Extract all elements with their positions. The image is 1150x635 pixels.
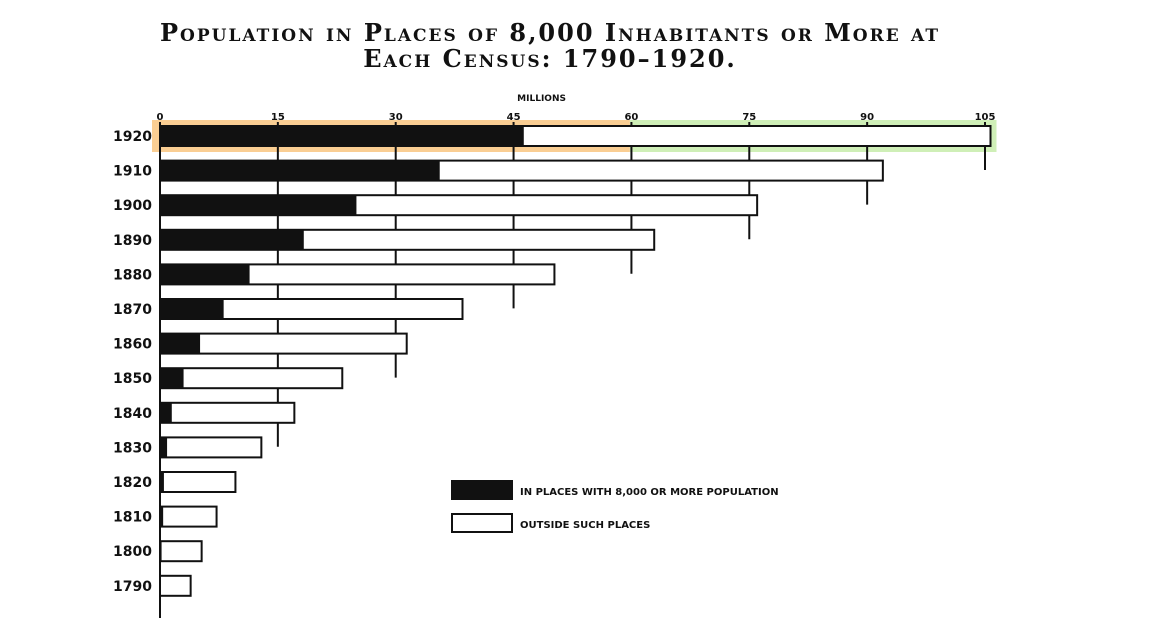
y-category-label-1860: 1860 [113, 337, 152, 353]
x-tick-label-60: 60 [624, 112, 638, 123]
bar-outside-1810 [159, 505, 218, 528]
bar-urban-1900 [160, 195, 357, 216]
chart-title-line-1: Population in Places of 8,000 Inhabitant… [160, 18, 940, 47]
bar-urban-1810 [160, 506, 164, 527]
y-category-label-1890: 1890 [113, 233, 152, 249]
legend-label-urban: IN PLACES WITH 8,000 OR MORE POPULATION [520, 487, 779, 498]
x-tick-label-45: 45 [507, 112, 521, 123]
x-tick-label-75: 75 [742, 112, 756, 123]
bar-urban-1830 [160, 437, 168, 458]
legend-label-outside: OUTSIDE SUCH PLACES [520, 520, 650, 531]
bar-urban-1840 [160, 402, 172, 423]
bar-urban-1910 [160, 160, 440, 181]
y-category-label-1870: 1870 [113, 302, 152, 318]
bar-urban-1860 [160, 333, 201, 354]
y-category-label-1850: 1850 [113, 371, 152, 387]
legend-swatch-outside [451, 513, 513, 533]
x-tick-label-30: 30 [389, 112, 403, 123]
bar-urban-1820 [160, 472, 164, 492]
bar-outside-1800 [159, 540, 203, 563]
y-category-label-1880: 1880 [113, 267, 152, 283]
y-category-label-1830: 1830 [113, 440, 152, 456]
bar-outside-1850 [159, 367, 344, 390]
bar-urban-1790 [160, 575, 161, 596]
bar-outside-1840 [159, 401, 296, 424]
x-tick-label-0: 0 [157, 112, 164, 123]
bar-urban-1880 [160, 264, 250, 285]
x-tick-label-90: 90 [860, 112, 874, 123]
x-axis-unit-label: MILLIONS [517, 94, 566, 104]
y-category-label-1810: 1810 [113, 510, 152, 526]
bar-outside-1820 [159, 471, 237, 493]
bar-urban-1870 [160, 299, 224, 319]
y-category-label-1820: 1820 [113, 475, 152, 491]
chart-title: Population in Places of 8,000 Inhabitant… [0, 20, 1100, 72]
y-category-label-1900: 1900 [113, 198, 152, 214]
y-category-label-1840: 1840 [113, 406, 152, 422]
y-category-label-1910: 1910 [113, 164, 152, 180]
bar-urban-1800 [160, 541, 162, 562]
bar-urban-1920 [160, 126, 524, 146]
bar-outside-1830 [159, 436, 263, 459]
y-category-label-1920: 1920 [113, 129, 152, 145]
legend-swatch-urban [451, 480, 513, 500]
bar-urban-1850 [160, 368, 184, 389]
y-category-label-1790: 1790 [113, 579, 152, 595]
bar-outside-1790 [159, 574, 192, 597]
x-tick-label-15: 15 [271, 112, 285, 123]
bar-urban-1890 [160, 229, 304, 250]
x-tick-label-105: 105 [975, 112, 996, 123]
chart-title-line-2: Each Census: 1790–1920. [363, 44, 737, 73]
y-category-label-1800: 1800 [113, 544, 152, 560]
